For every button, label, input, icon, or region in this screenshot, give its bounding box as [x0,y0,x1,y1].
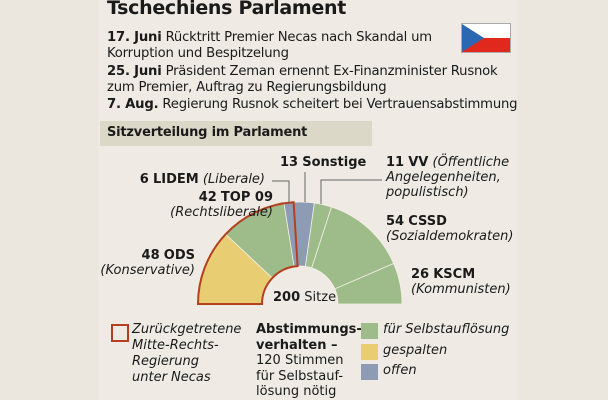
event-1: 17. Juni Rücktritt Premier Necas nach Sk… [107,30,432,62]
leader-line-lidem [272,180,290,202]
slice-kscm [334,262,403,305]
coalition-border [196,201,299,305]
right-margin [517,0,608,400]
event-text: Korruption und Bespitzelung [107,46,289,61]
label-sonstige: 13 Sonstige [280,155,367,170]
legend-swatch-yellow [361,344,378,360]
label-kscm: 26 KSCM (Kommunisten) [411,267,511,297]
section-header: Sitzverteilung im Parlament [100,121,372,146]
page-title: Tschechiens Parlament [107,0,346,19]
event-text: zum Premier, Auftrag zu Regierungsbildun… [107,80,387,95]
label-cssd: 54 CSSD (Sozialdemokraten) [386,214,514,244]
event-text: Regierung Rusnok scheitert bei Vertrauen… [162,97,518,112]
section-title: Sitzverteilung im Parlament [107,125,308,140]
label-ods: 48 ODS (Konservative) [100,248,195,278]
event-3: 7. Aug. Regierung Rusnok scheitert bei V… [107,97,518,113]
legend-swatch-blue [361,364,378,380]
legend-label: für Selbstauflösung [383,322,510,337]
event-date: 7. Aug. [107,97,159,112]
legend-label: offen [383,363,417,378]
total-seats-label: 200 Sitze [273,290,337,305]
left-margin [0,0,98,400]
infographic-panel [99,0,516,400]
coalition-legend-swatch [111,324,129,342]
label-top09: 42 TOP 09 (Rechtsliberale) [170,190,273,220]
label-lidem: 6 LIDEM (Liberale) [139,172,265,187]
event-text: Präsident Zeman ernennt Ex-Finanzministe… [165,64,498,79]
event-date: 17. Juni [107,30,162,45]
label-vv: 11 VV (Öffentliche Angelegenheiten, popu… [386,155,510,200]
legend-swatch-green [361,323,378,339]
vote-behavior-note: Abstimmungs- verhalten – 120 Stimmen für… [256,322,362,399]
leader-line-vv [320,179,382,204]
coalition-legend-text: Zurückgetretene Mitte-Rechts- Regierung … [132,322,242,385]
event-2: 25. Juni Präsident Zeman ernennt Ex-Fina… [107,64,498,96]
legend-label: gespalten [383,343,448,358]
event-date: 25. Juni [107,64,162,79]
czech-flag-icon [461,23,511,53]
event-text: Rücktritt Premier Necas nach Skandal um [165,30,433,45]
